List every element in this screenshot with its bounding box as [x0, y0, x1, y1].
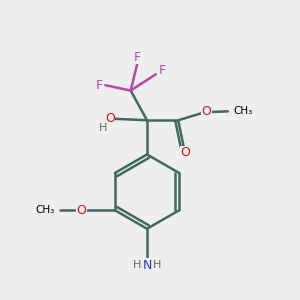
- Text: O: O: [76, 204, 86, 217]
- Text: CH₃: CH₃: [233, 106, 253, 116]
- Text: F: F: [95, 79, 102, 92]
- Text: F: F: [134, 51, 141, 64]
- Text: F: F: [159, 64, 166, 77]
- Text: O: O: [105, 112, 115, 125]
- Text: O: O: [180, 146, 190, 160]
- Text: H: H: [132, 260, 141, 270]
- Text: N: N: [142, 259, 152, 272]
- Text: CH₃: CH₃: [35, 205, 55, 215]
- Text: O: O: [201, 105, 211, 118]
- Text: H: H: [153, 260, 162, 270]
- Text: H: H: [99, 123, 107, 133]
